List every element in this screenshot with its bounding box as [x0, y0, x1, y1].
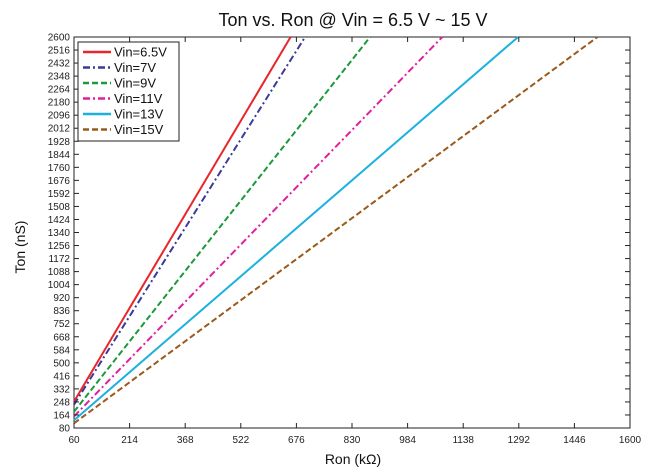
x-axis-label: Ron (kΩ)	[325, 451, 381, 467]
y-axis-ticks: 80 164 248 332 416 500 584 668 752 836 920 1004 1088…	[48, 33, 630, 435]
y-tick-label: 1004	[48, 280, 71, 291]
y-tick-label: 1676	[48, 176, 71, 187]
y-tick-label: 1760	[48, 163, 71, 174]
y-tick-label: 164	[53, 410, 70, 421]
chart-title: Ton vs. Ron @ Vin = 6.5 V ~ 15 V	[218, 10, 487, 30]
series-line-vin-13v	[73, 36, 519, 421]
x-tick-label: 984	[399, 435, 416, 446]
y-tick-label: 2180	[48, 98, 71, 109]
y-tick-label: 1340	[48, 228, 71, 239]
y-tick-label: 2600	[48, 33, 71, 44]
y-tick-label: 248	[53, 397, 70, 408]
x-tick-label: 676	[288, 435, 305, 446]
y-tick-label: 752	[53, 319, 70, 330]
series-group	[73, 36, 599, 425]
series-line-vin-15v	[73, 36, 599, 425]
y-tick-label: 500	[53, 358, 70, 369]
legend-label: Vin=13V	[114, 107, 164, 122]
y-tick-label: 416	[53, 371, 70, 382]
legend-box	[77, 41, 180, 142]
y-axis-label: Ton (nS)	[12, 221, 28, 274]
legend-label: Vin=11V	[114, 91, 163, 106]
y-tick-label: 2096	[48, 111, 71, 122]
y-tick-label: 1256	[48, 241, 71, 252]
legend: Vin=6.5VVin=7VVin=9VVin=11VVin=13VVin=15…	[77, 41, 180, 142]
x-tick-label: 522	[232, 435, 249, 446]
y-tick-label: 2432	[48, 59, 71, 70]
y-tick-label: 1844	[48, 150, 71, 161]
y-tick-label: 80	[59, 424, 71, 435]
y-tick-label: 1088	[48, 267, 71, 278]
series-line-vin-7v	[73, 36, 306, 406]
y-tick-label: 1424	[48, 215, 71, 226]
y-tick-label: 2264	[48, 85, 71, 96]
y-tick-label: 1592	[48, 189, 71, 200]
y-tick-label: 1928	[48, 137, 71, 148]
y-tick-label: 332	[53, 384, 70, 395]
series-line-vin-9v	[73, 36, 371, 413]
legend-label: Vin=7V	[114, 60, 156, 75]
y-tick-label: 668	[53, 332, 70, 343]
y-tick-label: 1508	[48, 202, 71, 213]
y-tick-label: 584	[53, 345, 70, 356]
x-tick-label: 1292	[508, 435, 531, 446]
legend-label: Vin=15V	[114, 122, 164, 137]
y-tick-label: 2516	[48, 46, 71, 57]
y-tick-label: 1172	[48, 254, 70, 265]
x-tick-label: 1138	[452, 435, 474, 446]
x-axis-ticks: 60 214 368 522 676 830 984 1138 1292 1446 1600	[68, 37, 642, 446]
x-tick-label: 1446	[563, 435, 586, 446]
y-tick-label: 920	[53, 293, 70, 304]
x-tick-label: 830	[344, 435, 361, 446]
x-tick-label: 368	[177, 435, 194, 446]
x-tick-label: 214	[121, 435, 138, 446]
legend-label: Vin=9V	[114, 76, 156, 91]
x-tick-label: 60	[68, 435, 80, 446]
legend-label: Vin=6.5V	[114, 45, 167, 60]
y-tick-label: 2012	[48, 124, 71, 135]
y-tick-label: 836	[53, 306, 70, 317]
x-tick-label: 1600	[619, 435, 642, 446]
series-line-vin-6-5v	[73, 36, 292, 403]
series-line-vin-11v	[73, 36, 444, 418]
y-tick-label: 2348	[48, 72, 71, 83]
